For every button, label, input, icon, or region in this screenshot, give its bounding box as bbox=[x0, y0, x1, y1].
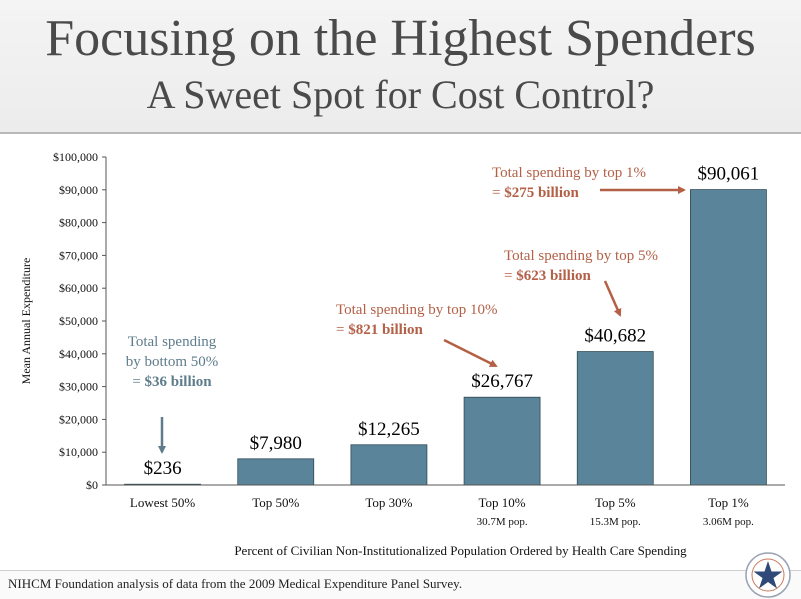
annotation-arrow bbox=[603, 280, 622, 317]
slide-title: Focusing on the Highest Spenders bbox=[45, 10, 756, 67]
annotation-value: = $36 billion bbox=[132, 374, 212, 390]
x-tick-sublabel: 15.3M pop. bbox=[590, 516, 641, 528]
y-tick-label: $50,000 bbox=[59, 314, 98, 328]
x-tick-label: Top 50% bbox=[252, 495, 299, 510]
y-tick-label: $10,000 bbox=[59, 445, 98, 459]
x-tick-label: Lowest 50% bbox=[130, 495, 196, 510]
y-tick-label: $70,000 bbox=[59, 248, 98, 262]
slide-subtitle: A Sweet Spot for Cost Control? bbox=[146, 72, 655, 117]
annotation-text: Total spending by top 10% bbox=[336, 302, 497, 318]
x-tick-label: Top 30% bbox=[365, 495, 412, 510]
annotation-text: Total spending by top 1% bbox=[492, 165, 646, 181]
y-tick-label: $80,000 bbox=[59, 216, 98, 230]
bar-value-label: $40,682 bbox=[584, 326, 646, 347]
y-tick-label: $20,000 bbox=[59, 412, 98, 426]
annotations: Total spending by bottom 50% = $36 billion… bbox=[126, 165, 686, 454]
y-tick-label: $0 bbox=[86, 478, 98, 492]
y-tick-label: $100,000 bbox=[53, 150, 98, 164]
y-tick-label: $90,000 bbox=[59, 183, 98, 197]
bars: $236 $7,980 $12,265 $26,767 $40,682 $90,061 bbox=[124, 164, 767, 486]
annotation-text: Total spending by top 5% bbox=[504, 248, 658, 264]
source-note: NIHCM Foundation analysis of data from t… bbox=[8, 576, 463, 591]
footer: NIHCM Foundation analysis of data from t… bbox=[0, 570, 801, 599]
bar bbox=[576, 351, 654, 486]
title-area: Focusing on the Highest Spenders A Sweet… bbox=[0, 0, 801, 134]
bar-chart: $0 $10,000 $20,000 $30,000 $40,000 $50,000 $60… bbox=[19, 150, 785, 558]
y-tick-label: $30,000 bbox=[59, 380, 98, 394]
x-tick-sublabel: 3.06M pop. bbox=[703, 516, 754, 528]
bar-value-label: $236 bbox=[144, 458, 182, 479]
annotation-value: = $275 billion bbox=[492, 185, 579, 201]
bar bbox=[350, 444, 428, 486]
bar-value-label: $12,265 bbox=[358, 419, 420, 440]
annotation-value: = $623 billion bbox=[504, 268, 591, 284]
y-tick-label: $40,000 bbox=[59, 347, 98, 361]
x-axis: Lowest 50% Top 50% Top 30% Top 10% 30.7M pop… bbox=[106, 484, 785, 558]
annotation-arrow bbox=[443, 338, 498, 368]
nihcm-logo-icon bbox=[745, 552, 791, 598]
annotation-value: = $821 billion bbox=[336, 322, 423, 338]
annotation-text: Total spending bbox=[128, 334, 217, 350]
x-tick-label: Top 5% bbox=[595, 495, 636, 510]
y-axis-label: Mean Annual Expenditure bbox=[19, 258, 33, 385]
bar-value-label: $90,061 bbox=[698, 164, 760, 185]
bar-value-label: $7,980 bbox=[250, 433, 302, 454]
bar-value-label: $26,767 bbox=[471, 371, 533, 392]
bar bbox=[237, 458, 315, 486]
bar bbox=[463, 396, 541, 486]
x-tick-label: Top 1% bbox=[708, 495, 749, 510]
x-tick-sublabel: 30.7M pop. bbox=[477, 516, 528, 528]
annotation-text: by bottom 50% bbox=[126, 354, 219, 370]
bar bbox=[690, 189, 767, 486]
x-tick-label: Top 10% bbox=[479, 495, 526, 510]
y-axis: $0 $10,000 $20,000 $30,000 $40,000 $50,000 $60… bbox=[19, 150, 107, 492]
x-axis-label: Percent of Civilian Non-Institutionalize… bbox=[234, 543, 687, 558]
y-tick-label: $60,000 bbox=[59, 281, 98, 295]
